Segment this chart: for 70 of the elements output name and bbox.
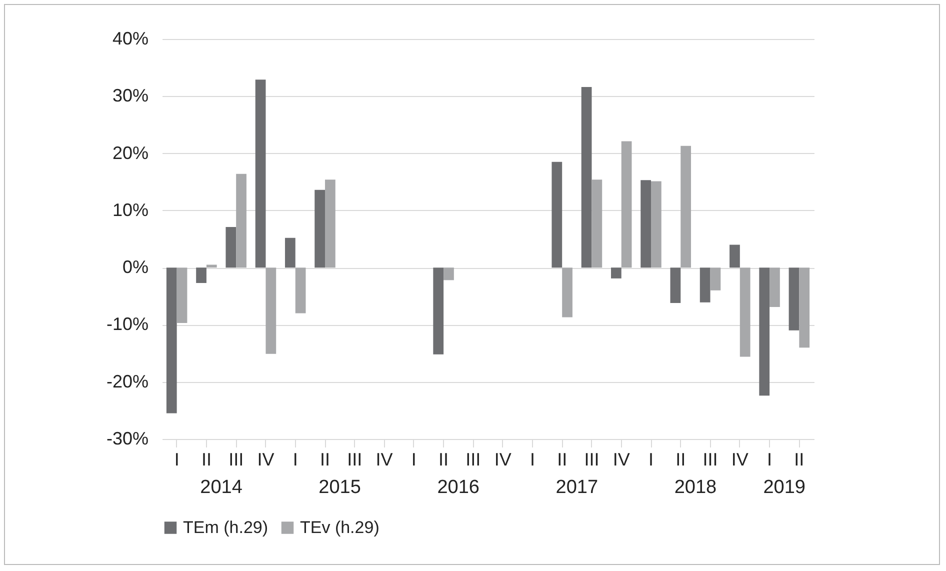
x-tick-label: IV <box>731 450 748 470</box>
x-tick-label: I <box>174 450 180 470</box>
bar <box>759 268 770 396</box>
bar <box>670 268 681 303</box>
legend-label: TEv (h.29) <box>300 518 380 537</box>
y-tick-label: 10% <box>112 200 148 220</box>
bar <box>592 180 602 268</box>
bar <box>799 268 810 348</box>
bar <box>176 268 188 323</box>
x-tick-label: IV <box>257 450 274 470</box>
x-tick-label: II <box>201 450 212 470</box>
y-tick-label: -20% <box>106 371 148 392</box>
bar <box>770 268 780 307</box>
bar <box>740 268 750 357</box>
text: 2017 <box>556 477 598 498</box>
bar <box>710 268 721 290</box>
x-tick-label: IV <box>376 450 393 470</box>
bar <box>284 238 296 268</box>
y-tick-label: 0% <box>122 257 148 278</box>
text: 2018 <box>674 477 717 498</box>
x-tick-label: III <box>702 450 718 470</box>
bar <box>552 162 562 268</box>
bar <box>730 244 740 268</box>
bar <box>640 180 651 268</box>
x-tick-label: III <box>466 450 481 470</box>
x-tick-label: III <box>584 450 600 470</box>
x-tick-label: I <box>767 450 772 470</box>
bar <box>610 268 622 278</box>
x-tick-label: II <box>438 450 449 470</box>
bar <box>196 268 206 283</box>
bar <box>295 268 306 314</box>
bar <box>651 181 662 268</box>
x-tick-label: I <box>530 450 535 470</box>
text: 2016 <box>437 477 480 498</box>
y-tick-label: 30% <box>112 86 148 106</box>
x-tick-label: I <box>648 450 654 470</box>
bar <box>314 190 325 268</box>
bar <box>700 268 710 302</box>
bar <box>562 268 572 318</box>
x-tick-label: IV <box>612 450 630 470</box>
legend-label: TEm (h.29) <box>183 518 268 537</box>
x-tick-label: IV <box>494 450 512 470</box>
x-tick-label: II <box>676 450 686 470</box>
bar <box>206 264 217 268</box>
bar <box>581 87 592 268</box>
bar <box>166 268 177 414</box>
bar <box>266 268 276 354</box>
y-tick-label: -10% <box>106 314 148 334</box>
y-tick-label: 40% <box>112 28 148 48</box>
text: 2019 <box>763 477 806 498</box>
bar <box>444 268 454 280</box>
x-tick-label: I <box>411 450 416 470</box>
bar <box>255 80 266 268</box>
y-tick-label: -30% <box>106 428 148 448</box>
x-tick-label: III <box>228 450 244 470</box>
bar <box>788 268 800 330</box>
bar <box>680 146 692 268</box>
bar <box>621 141 632 268</box>
y-tick-label: 20% <box>112 142 148 163</box>
x-tick-label: I <box>292 450 298 470</box>
bar <box>325 180 336 268</box>
bar <box>226 227 236 268</box>
bar <box>236 174 246 268</box>
text: 2014 <box>200 477 243 498</box>
bar <box>433 268 444 354</box>
text: 2015 <box>318 477 361 498</box>
x-tick-label: II <box>557 450 568 470</box>
x-tick-label: III <box>347 450 362 470</box>
x-tick-label: II <box>320 450 330 470</box>
x-tick-label: II <box>794 450 804 470</box>
